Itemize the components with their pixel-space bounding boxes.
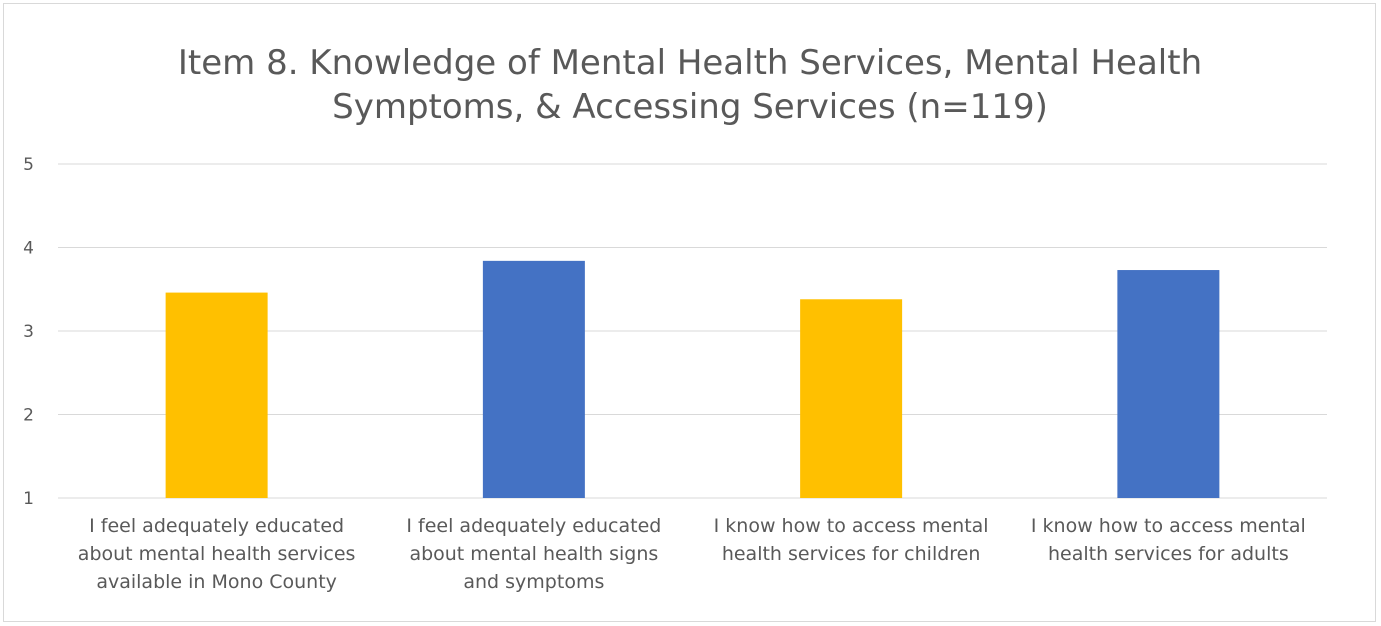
x-category-label: I feel adequately educated about mental h… <box>78 515 356 593</box>
y-tick-label: 3 <box>23 322 34 342</box>
chart-title: Item 8. Knowledge of Mental Health Servi… <box>178 43 1202 127</box>
y-tick-label: 5 <box>23 155 34 175</box>
chart-frame: Item 8. Knowledge of Mental Health Servi… <box>3 3 1376 622</box>
chart-title-line-2: Symptoms, & Accessing Services (n=119) <box>332 87 1048 127</box>
x-category-label: I feel adequately educated about mental h… <box>406 515 661 593</box>
bars <box>165 260 1220 498</box>
y-axis-tick-labels: 1 2 3 4 5 <box>23 155 34 509</box>
chart-title-line-1: Item 8. Knowledge of Mental Health Servi… <box>178 43 1202 83</box>
y-gridlines <box>58 163 1327 499</box>
bar <box>165 292 268 498</box>
bar-chart: Item 8. Knowledge of Mental Health Servi… <box>23 43 1327 593</box>
x-category-label: I know how to access mental health servic… <box>1031 515 1306 565</box>
y-tick-label: 2 <box>23 406 34 426</box>
x-category-label: I know how to access mental health servic… <box>714 515 989 565</box>
bar <box>482 260 585 498</box>
y-tick-label: 4 <box>23 239 34 259</box>
bar <box>1117 270 1220 498</box>
x-axis-category-labels: I feel adequately educated about mental h… <box>78 515 1306 593</box>
bar <box>800 299 903 498</box>
y-tick-label: 1 <box>23 489 34 509</box>
